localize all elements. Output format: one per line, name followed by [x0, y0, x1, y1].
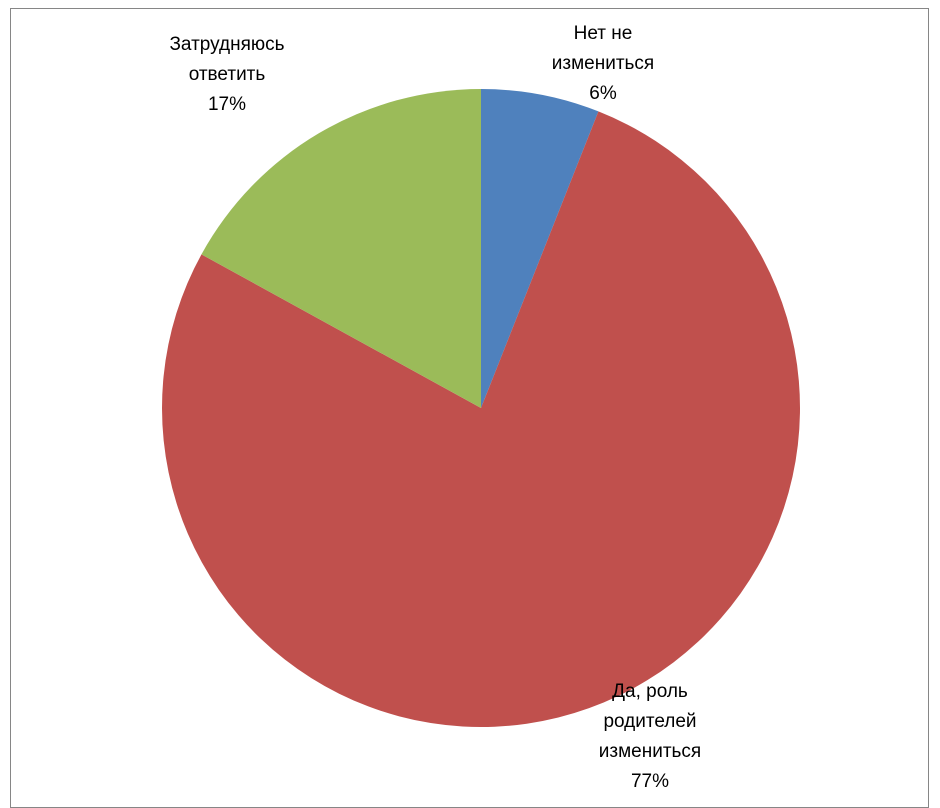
- pie-slices: [162, 89, 801, 727]
- slice-label-2: Затрудняюсь ответить 17%: [169, 34, 284, 115]
- pie-labels: Нет не измениться 6% Да, роль родителей измен…: [169, 23, 701, 792]
- slice-label-line: Да, роль: [612, 681, 688, 702]
- slice-label-line: измениться: [552, 53, 654, 74]
- slice-label-line: Нет не: [574, 23, 633, 44]
- slice-label-line: 6%: [589, 83, 617, 104]
- slice-label-line: ответить: [189, 64, 266, 85]
- slice-label-line: родителей: [603, 711, 696, 732]
- slice-label-0: Нет не измениться 6%: [552, 23, 654, 104]
- slice-label-line: 17%: [208, 94, 246, 115]
- slice-label-line: Затрудняюсь: [169, 34, 284, 55]
- pie-slice-0: [481, 89, 599, 408]
- pie-slice-2: [201, 89, 481, 408]
- slice-label-line: 77%: [631, 771, 669, 792]
- slice-label-1: Да, роль родителей измениться 77%: [599, 681, 701, 792]
- slice-label-line: измениться: [599, 741, 701, 762]
- pie-slice-1: [162, 111, 801, 727]
